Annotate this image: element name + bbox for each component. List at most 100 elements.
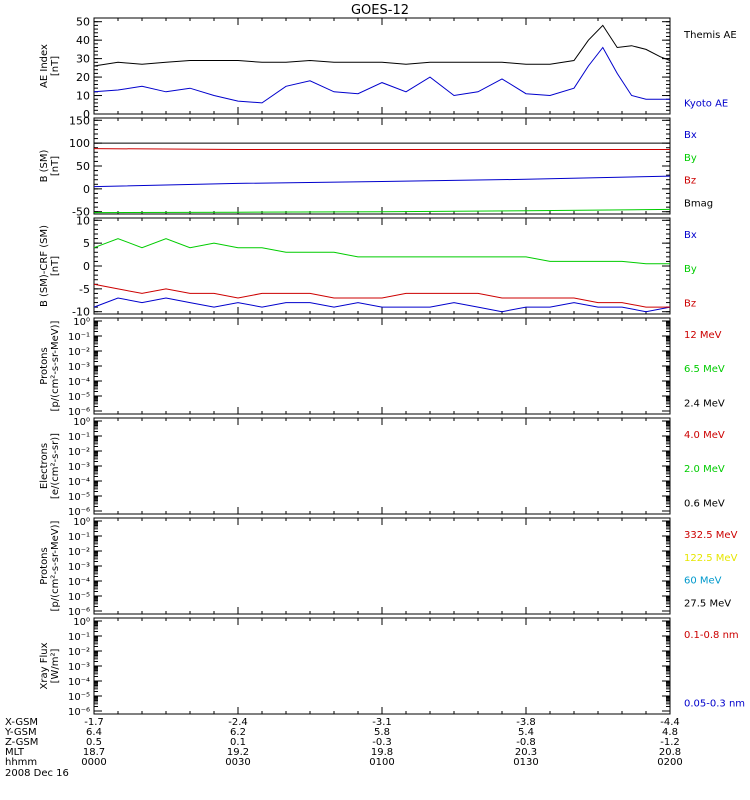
x-axis-value: 6.2 [230, 727, 246, 738]
x-axis-value: 0.1 [230, 737, 246, 748]
x-axis-row-label: X-GSM [5, 717, 38, 728]
x-axis-value: -3.8 [516, 717, 536, 728]
panel-4: 10⁰ 10⁻¹ 10⁻² 10⁻³ 10⁻⁴ 10⁻⁵ 10⁻⁶ Protons[p/(cm… [39, 317, 725, 418]
x-axis-row-label: MLT [5, 747, 25, 758]
y-tick-label: 10⁻² [68, 647, 90, 658]
x-axis-value: 0000 [81, 757, 106, 768]
legend-4-0-mev: 4.0 MeV [684, 430, 725, 441]
y-tick-label: 10⁻⁴ [68, 477, 90, 488]
panel-frame [93, 417, 671, 515]
y-tick-label: 10⁻¹ [68, 532, 90, 543]
x-axis-row-label: Y-GSM [4, 727, 37, 738]
y-tick-label: 40 [76, 34, 90, 47]
y-tick-label: 10 [76, 214, 90, 227]
panel-7: 10⁰ 10⁻¹ 10⁻² 10⁻³ 10⁻⁴ 10⁻⁵ 10⁻⁶ Xray Flux[W/m… [39, 617, 745, 718]
y-tick-label: -10 [72, 306, 90, 319]
y-tick-label: 20 [76, 71, 90, 84]
y-axis-label: AE Index[nT] [39, 44, 61, 88]
y-tick-label: 50 [76, 160, 90, 173]
y-tick-label: 10⁻³ [68, 362, 90, 373]
series-line-bx [93, 175, 671, 188]
y-axis-label: Electrons[e/(cm²-s-sr)] [39, 433, 61, 499]
x-axis-value: -4.4 [660, 717, 680, 728]
legend-332-5-mev: 332.5 MeV [684, 530, 738, 541]
y-tick-label: 10⁻² [68, 347, 90, 358]
panel-frame [93, 517, 671, 615]
legend-6-5-mev: 6.5 MeV [684, 364, 725, 375]
x-axis-value: 0.5 [86, 737, 102, 748]
panel-frame [93, 17, 671, 115]
x-axis-value: 18.7 [83, 747, 105, 758]
legend-by: By [684, 153, 697, 164]
x-axis-value: 19.2 [227, 747, 249, 758]
legend-27-5-mev: 27.5 MeV [684, 598, 731, 609]
y-tick-label: 10⁻⁶ [68, 607, 90, 618]
x-axis-value: -0.8 [516, 737, 536, 748]
legend-0-05-0-3-nm: 0.05-0.3 nm [684, 698, 745, 709]
panel-frame [93, 617, 671, 715]
plot-title: GOES-12 [351, 3, 409, 18]
date-label: 2008 Dec 16 [5, 768, 69, 779]
y-tick-label: 10⁻⁶ [68, 407, 90, 418]
series-line-bx [93, 297, 671, 313]
y-tick-label: 30 [76, 53, 90, 66]
x-axis-value: -0.3 [372, 737, 392, 748]
panel-frame [93, 317, 671, 415]
y-tick-label: 10⁻⁵ [68, 492, 90, 503]
x-axis-value: 0200 [657, 757, 682, 768]
y-tick-label: -5 [79, 283, 90, 296]
y-tick-label: 10⁻⁵ [68, 392, 90, 403]
legend-12-mev: 12 MeV [684, 330, 722, 341]
y-tick-label: 5 [83, 237, 90, 250]
y-tick-label: 10⁰ [73, 417, 90, 428]
y-tick-label: 0 [83, 108, 90, 121]
legend-0-1-0-8-nm: 0.1-0.8 nm [684, 630, 739, 641]
panel-1: 0 10 20 30 40 50 AE Index[nT] Themis AE Kyoto AE [39, 16, 737, 121]
y-tick-label: 10⁰ [73, 517, 90, 528]
y-tick-label: 10⁻⁴ [68, 577, 90, 588]
x-axis-value: 6.4 [86, 727, 102, 738]
y-tick-label: 10⁻⁶ [68, 507, 90, 518]
legend-bmag: Bmag [684, 198, 713, 209]
y-tick-label: 10⁻² [68, 547, 90, 558]
y-tick-label: 10⁻³ [68, 662, 90, 673]
y-tick-label: 0 [83, 183, 90, 196]
y-tick-label: 10⁻¹ [68, 432, 90, 443]
y-axis-label: Xray Flux[W/m²] [39, 642, 61, 689]
series-line-by [93, 208, 671, 214]
legend-kyoto-ae: Kyoto AE [684, 98, 728, 109]
series-line-kyoto-ae [93, 46, 670, 104]
series-line-by [93, 238, 670, 265]
legend-bx: Bx [684, 130, 697, 141]
series-line-bz [93, 283, 670, 308]
x-axis-value: 20.3 [515, 747, 537, 758]
x-axis-value: 5.8 [374, 727, 390, 738]
legend-2-0-mev: 2.0 MeV [684, 464, 725, 475]
y-tick-label: 10⁻⁵ [68, 592, 90, 603]
y-tick-label: 100 [69, 137, 90, 150]
y-tick-label: 10 [76, 90, 90, 103]
y-tick-label: 10⁻¹ [68, 632, 90, 643]
legend-60-mev: 60 MeV [684, 576, 722, 587]
y-tick-label: 50 [76, 16, 90, 29]
x-axis-row-label: hhmm [5, 757, 37, 768]
legend-0-6-mev: 0.6 MeV [684, 498, 725, 509]
y-tick-label: 0 [83, 260, 90, 273]
y-tick-label: 10⁻⁴ [68, 677, 90, 688]
legend-by: By [684, 264, 697, 275]
legend-bz: Bz [684, 298, 696, 309]
x-axis-value: -1.7 [84, 717, 104, 728]
y-tick-label: 10⁻⁵ [68, 692, 90, 703]
x-axis-value: -1.2 [660, 737, 680, 748]
y-tick-label: 10⁻¹ [68, 332, 90, 343]
x-axis-value: -2.4 [228, 717, 248, 728]
panel-6: 10⁰ 10⁻¹ 10⁻² 10⁻³ 10⁻⁴ 10⁻⁵ 10⁻⁶ Protons[p/(cm… [39, 517, 738, 618]
y-tick-label: -50 [72, 206, 90, 219]
y-tick-label: 10⁻³ [68, 462, 90, 473]
panel-frame [93, 117, 671, 215]
legend-122-5-mev: 122.5 MeV [684, 553, 738, 564]
y-tick-label: 10⁰ [73, 617, 90, 628]
series-line-themis-ae [93, 24, 671, 67]
